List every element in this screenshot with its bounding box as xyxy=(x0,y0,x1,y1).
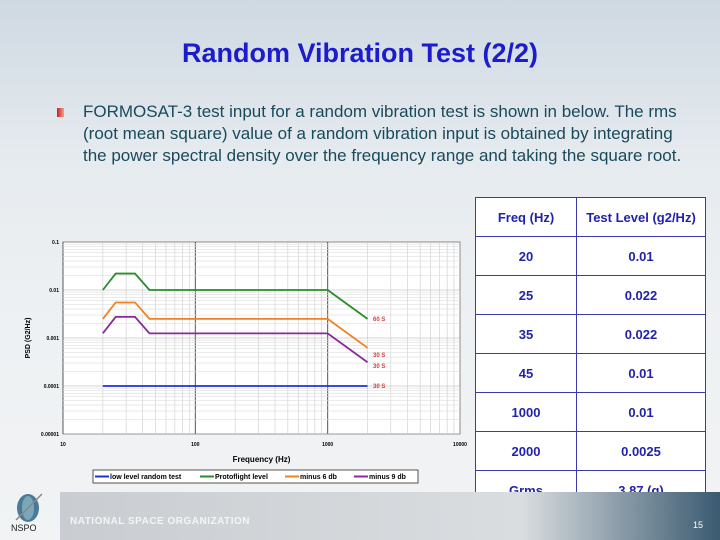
page-number: 15 xyxy=(693,520,704,530)
psd-chart: 10 100 1000 10000 0.1 0.01 0.001 0.0001 0.00001 F… xyxy=(25,240,467,484)
table-row: 20 0.01 xyxy=(475,236,706,276)
table-cell: 0.0025 xyxy=(576,431,706,471)
table-row: 2000 0.0025 xyxy=(475,431,706,471)
table-row: 35 0.022 xyxy=(475,314,706,354)
y-axis-label: PSD (G2/Hz) xyxy=(25,318,32,359)
table-header-cell: Test Level (g2/Hz) xyxy=(576,197,706,237)
table-cell: 2000 xyxy=(475,431,577,471)
footer-bar xyxy=(60,492,720,540)
y-tick-label: 0.001 xyxy=(46,336,59,342)
table-cell: 0.01 xyxy=(576,236,706,276)
x-tick-label: 10000 xyxy=(453,442,467,448)
legend-label: minus 6 db xyxy=(300,474,337,481)
legend-label: minus 9 db xyxy=(369,474,406,481)
series-annotation: 30 S xyxy=(373,353,385,359)
table-cell: 0.022 xyxy=(576,314,706,354)
organization-name: NATIONAL SPACE ORGANIZATION xyxy=(70,516,250,527)
body-text: FORMOSAT-3 test input for a random vibra… xyxy=(83,102,682,165)
nspo-logo-text: NSPO xyxy=(11,523,37,533)
table-row: 45 0.01 xyxy=(475,353,706,393)
y-tick-label: 0.0001 xyxy=(44,384,60,390)
series-annotation: 30 S xyxy=(373,364,385,370)
table-row: 1000 0.01 xyxy=(475,392,706,432)
y-tick-label: 0.01 xyxy=(49,288,59,294)
table-cell: 0.01 xyxy=(576,353,706,393)
legend-label: Protoflight level xyxy=(215,474,268,481)
x-axis-label: Frequency (Hz) xyxy=(233,455,291,464)
slide-title: Random Vibration Test (2/2) xyxy=(181,38,539,68)
legend xyxy=(92,469,419,484)
table-cell: 20 xyxy=(475,236,577,276)
x-tick-label: 100 xyxy=(191,442,200,448)
x-tick-label: 10 xyxy=(60,442,66,448)
test-level-table: Freq (Hz) Test Level (g2/Hz) 20 0.01 25 0.022… xyxy=(475,197,706,510)
series-annotation: 30 S xyxy=(373,384,385,390)
series-line-2 xyxy=(102,301,369,349)
table-cell: 0.01 xyxy=(576,392,706,432)
bullet-icon xyxy=(57,108,64,117)
y-tick-label: 0.00001 xyxy=(41,432,59,438)
x-tick-label: 1000 xyxy=(322,442,333,448)
table-cell: 25 xyxy=(475,275,577,315)
table-cell: 45 xyxy=(475,353,577,393)
table-header-cell: Freq (Hz) xyxy=(475,197,577,237)
table-cell: 0.022 xyxy=(576,275,706,315)
table-row: 25 0.022 xyxy=(475,275,706,315)
legend-label: low level random test xyxy=(110,474,182,481)
series-line-3 xyxy=(102,316,369,363)
table-cell: 35 xyxy=(475,314,577,354)
table-cell: 1000 xyxy=(475,392,577,432)
y-tick-label: 0.1 xyxy=(52,240,59,246)
table-header-row: Freq (Hz) Test Level (g2/Hz) xyxy=(475,197,706,237)
series-annotation: 60 S xyxy=(373,317,385,323)
nspo-logo-icon xyxy=(15,493,43,522)
series-line-1 xyxy=(102,272,369,320)
